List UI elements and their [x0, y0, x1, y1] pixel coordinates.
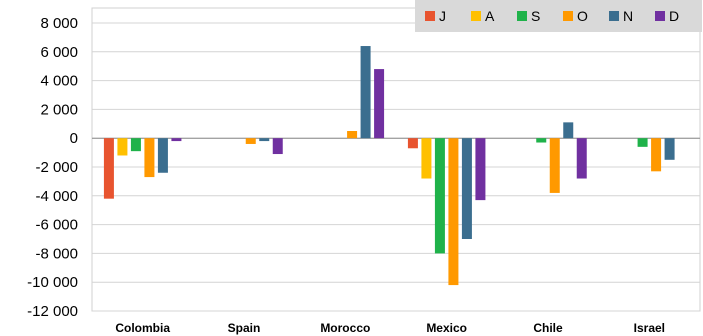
category-label: Colombia — [115, 321, 170, 335]
bar-O-colombia — [144, 138, 155, 178]
x-axis: Colombia Spain Morocco Mexico Chile Israel — [115, 321, 665, 335]
legend-swatch-S — [517, 11, 527, 21]
gridlines — [91, 7, 701, 312]
y-tick-label: -2 000 — [35, 159, 78, 176]
category-label: Chile — [533, 321, 563, 335]
bar-N-spain — [259, 138, 270, 142]
bar-O-morocco — [347, 131, 358, 139]
bar-O-israel — [651, 138, 662, 172]
bar-D-colombia — [171, 138, 182, 142]
bar-N-mexico — [461, 138, 472, 239]
bar-D-spain — [272, 138, 283, 155]
category-label: Spain — [228, 321, 261, 335]
y-axis: 8 000 6 000 4 000 2 000 0 -2 000 -4 000 -6 000 -… — [27, 15, 78, 320]
bar-O-spain — [245, 138, 256, 144]
bar-N-colombia — [157, 138, 168, 173]
bar-J-colombia — [103, 138, 114, 199]
bar-S-chile — [536, 138, 547, 143]
y-tick-label: 4 000 — [40, 73, 78, 90]
legend-label: J — [439, 8, 446, 24]
y-tick-label: -6 000 — [35, 217, 78, 234]
bar-O-chile — [549, 138, 560, 193]
y-tick-label: 2 000 — [40, 101, 78, 118]
bar-D-chile — [576, 138, 587, 179]
bar-D-mexico — [475, 138, 486, 201]
bar-N-morocco — [360, 46, 371, 139]
legend-label: A — [485, 8, 495, 24]
category-label: Israel — [634, 321, 665, 335]
legend-label: S — [531, 8, 540, 24]
y-tick-label: 0 — [70, 130, 78, 147]
legend-swatch-D — [655, 11, 665, 21]
bar-O-mexico — [448, 138, 459, 286]
y-tick-label: -10 000 — [27, 274, 78, 291]
bar-S-colombia — [130, 138, 141, 152]
y-tick-label: 8 000 — [40, 15, 78, 32]
legend-label: O — [577, 8, 588, 24]
bar-D-morocco — [374, 69, 385, 139]
bar-A-colombia — [117, 138, 128, 156]
plot-frame — [91, 7, 701, 312]
bar-N-israel — [664, 138, 675, 160]
y-tick-label: 6 000 — [40, 44, 78, 61]
y-tick-label: -12 000 — [27, 303, 78, 320]
bar-A-mexico — [421, 138, 432, 179]
bar-J-mexico — [407, 138, 418, 149]
legend-swatch-N — [609, 11, 619, 21]
legend-box — [415, 0, 702, 32]
bar-S-mexico — [434, 138, 445, 254]
legend-label: D — [669, 8, 679, 24]
y-tick-label: -4 000 — [35, 188, 78, 205]
legend-swatch-J — [425, 11, 435, 21]
legend-label: N — [623, 8, 633, 24]
plot-area — [103, 46, 675, 286]
legend-swatch-A — [471, 11, 481, 21]
bar-S-israel — [637, 138, 648, 147]
legend-swatch-O — [563, 11, 573, 21]
bar-N-chile — [563, 122, 574, 139]
category-label: Mexico — [426, 321, 467, 335]
y-tick-label: -8 000 — [35, 245, 78, 262]
category-label: Morocco — [320, 321, 370, 335]
